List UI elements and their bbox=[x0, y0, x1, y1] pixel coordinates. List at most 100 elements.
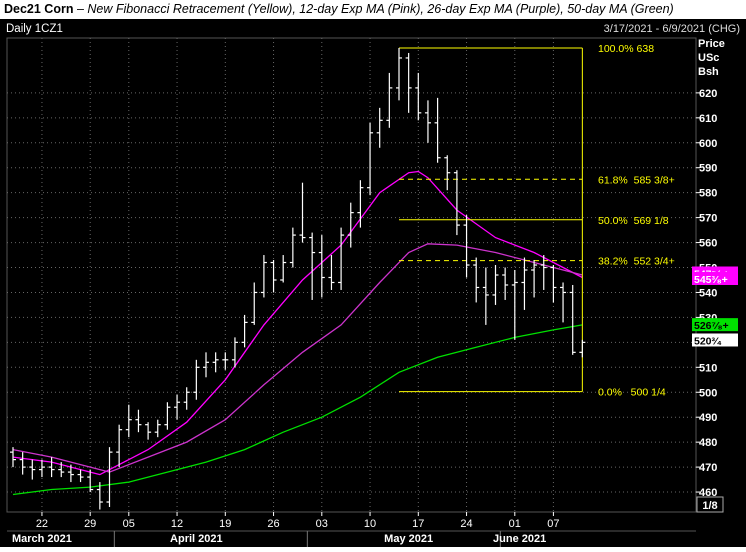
ohlc-bar bbox=[550, 265, 557, 303]
y-tick-label: 460 bbox=[699, 487, 717, 499]
ohlc-bar bbox=[38, 459, 45, 478]
ohlc-bars bbox=[10, 47, 586, 510]
price-tag-box bbox=[692, 333, 738, 347]
ohlc-bar bbox=[174, 394, 181, 420]
ohlc-bar bbox=[540, 255, 547, 290]
ohlc-bar bbox=[386, 72, 393, 128]
fibonacci-retracement: 100.0% 638 61.8% 585 3/8+ 50.0% 569 1/8 38.… bbox=[399, 43, 675, 399]
ohlc-bar bbox=[511, 270, 518, 340]
ohlc-bar bbox=[125, 404, 132, 438]
y-tick-label: 470 bbox=[699, 462, 717, 474]
ohlc-bar bbox=[251, 282, 258, 325]
symbol-label: Daily 1CZ1 bbox=[6, 23, 63, 35]
ema26-line bbox=[12, 243, 583, 473]
ohlc-bar bbox=[106, 447, 113, 508]
price-tag: 545³⁄₈+ bbox=[692, 271, 738, 286]
chart-panel: 100.0% 638 61.8% 585 3/8+ 50.0% 569 1/8 38.… bbox=[0, 19, 746, 547]
ohlc-bar bbox=[48, 457, 55, 478]
y-tick-label: 490 bbox=[699, 412, 717, 424]
plot-border bbox=[6, 37, 697, 513]
ohlc-bar bbox=[453, 170, 460, 236]
date-range-label: 3/17/2021 - 6/9/2021 (CHG) bbox=[604, 23, 740, 35]
price-tag-box bbox=[692, 318, 738, 332]
ohlc-bar bbox=[434, 97, 441, 163]
x-tick-label: 01 bbox=[509, 518, 521, 530]
price-tag-label: 520³⁄₄ bbox=[694, 335, 722, 347]
ohlc-bar bbox=[212, 352, 219, 373]
x-tick-label: 03 bbox=[316, 518, 328, 530]
fraction-box[interactable] bbox=[696, 496, 724, 513]
ohlc-bar bbox=[164, 402, 171, 430]
ohlc-bar bbox=[405, 52, 412, 113]
price-tag-label: 526⁷⁄₈+ bbox=[694, 320, 729, 332]
ohlc-bar bbox=[145, 422, 152, 440]
ohlc-bar bbox=[444, 155, 451, 191]
ohlc-bar bbox=[309, 232, 316, 300]
y-tick-label: 610 bbox=[699, 113, 717, 125]
ohlc-bar bbox=[241, 314, 248, 348]
x-tick-label: 22 bbox=[36, 518, 48, 530]
x-tick-label: 24 bbox=[460, 518, 472, 530]
ohlc-bar bbox=[299, 182, 306, 243]
ohlc-bar bbox=[560, 282, 567, 323]
ohlc-bar bbox=[357, 180, 364, 228]
ohlc-bar bbox=[183, 387, 190, 410]
ema12-line bbox=[12, 170, 583, 476]
ohlc-bar bbox=[502, 267, 509, 300]
fib-level-label: 100.0% 638 bbox=[598, 43, 654, 55]
fib-level-label: 38.2% 552 3/4+ bbox=[598, 256, 675, 268]
ohlc-bar bbox=[376, 107, 383, 148]
ohlc-bar bbox=[569, 284, 576, 355]
ohlc-bar bbox=[280, 255, 287, 283]
y-tick-label: 480 bbox=[699, 437, 717, 449]
grid bbox=[6, 37, 697, 532]
ohlc-bar bbox=[135, 409, 142, 433]
chart-header: Dec21 Corn – New Fibonacci Retracement (… bbox=[0, 0, 746, 19]
fraction-box-label: 1/8 bbox=[702, 500, 717, 512]
price-tag: 520³⁄₄ bbox=[692, 333, 738, 347]
ohlc-bar bbox=[260, 255, 267, 298]
ohlc-bar bbox=[415, 72, 422, 121]
ohlc-bar bbox=[222, 352, 229, 370]
ohlc-bar bbox=[58, 462, 65, 478]
ohlc-bar bbox=[116, 424, 123, 468]
price-tag: 526⁷⁄₈+ bbox=[692, 318, 738, 332]
x-tick-label: 10 bbox=[364, 518, 376, 530]
ohlc-bar bbox=[87, 469, 94, 493]
title-dash: – bbox=[73, 2, 88, 16]
ohlc-bar bbox=[463, 215, 470, 278]
ohlc-bar bbox=[318, 235, 325, 298]
y-tick-label: 540 bbox=[699, 287, 717, 299]
ohlc-bar bbox=[424, 100, 431, 143]
y-tick-label: 620 bbox=[699, 88, 717, 100]
month-label: March 2021 bbox=[12, 533, 72, 545]
ohlc-bar bbox=[10, 447, 16, 468]
y-tick-label: 580 bbox=[699, 188, 717, 200]
ohlc-bar bbox=[347, 202, 354, 248]
month-label: June 2021 bbox=[493, 533, 546, 545]
ohlc-bar bbox=[579, 339, 586, 358]
y-tick-label: 600 bbox=[699, 138, 717, 150]
y-tick-label: 500 bbox=[699, 387, 717, 399]
chart-title: Dec21 Corn bbox=[4, 2, 74, 16]
ohlc-bar bbox=[521, 257, 528, 310]
ohlc-bar bbox=[482, 267, 489, 325]
ohlc-bar bbox=[154, 419, 161, 438]
axis-title-unit: USc bbox=[698, 52, 719, 64]
ohlc-bar bbox=[203, 352, 209, 378]
price-tag-label: 545³⁄₈+ bbox=[694, 274, 728, 286]
y-tick-label: 590 bbox=[699, 163, 717, 175]
x-tick-label: 26 bbox=[267, 518, 279, 530]
fib-level-label: 50.0% 569 1/8 bbox=[598, 215, 669, 227]
ohlc-bar bbox=[338, 227, 345, 290]
price-chart: 100.0% 638 61.8% 585 3/8+ 50.0% 569 1/8 38.… bbox=[6, 23, 740, 547]
x-tick-label: 19 bbox=[219, 518, 231, 530]
ohlc-bar bbox=[96, 482, 103, 510]
y-tick-label: 560 bbox=[699, 238, 717, 250]
ohlc-bar bbox=[531, 260, 538, 298]
x-tick-label: 17 bbox=[412, 518, 424, 530]
ohlc-bar bbox=[328, 255, 335, 290]
chart-subtitle: New Fibonacci Retracement (Yellow), 12-d… bbox=[87, 2, 674, 16]
ohlc-bar bbox=[270, 260, 277, 293]
month-label: April 2021 bbox=[170, 533, 223, 545]
